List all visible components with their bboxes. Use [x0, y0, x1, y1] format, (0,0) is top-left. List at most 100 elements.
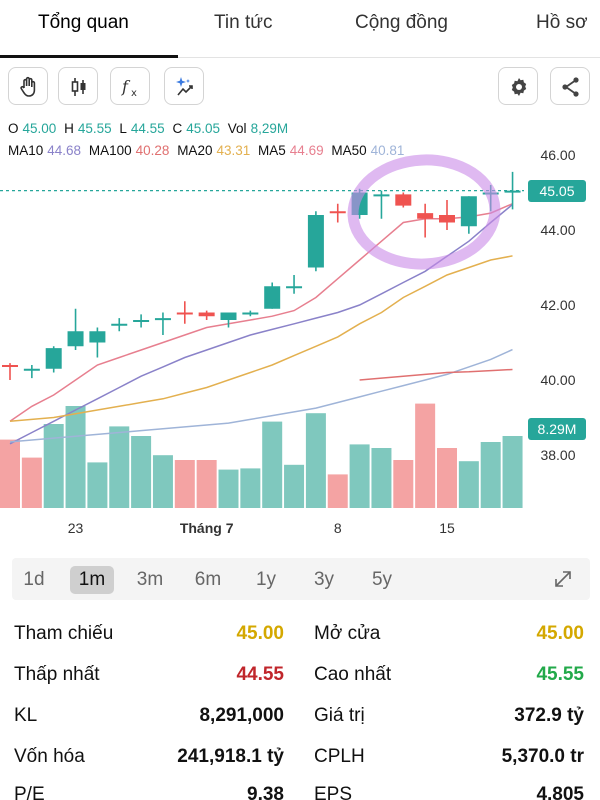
volume-bar	[327, 474, 348, 508]
volume-stat-value: 8,291,000	[199, 705, 284, 726]
ma100-label: MA100	[88, 143, 132, 158]
ma20-value: 43.31	[216, 143, 251, 158]
trade-value-label: Giá trị	[314, 705, 365, 726]
y-tick-label: 42.00	[540, 297, 575, 313]
shares-outstanding-label: CPLH	[314, 746, 365, 767]
ma10-label: MA10	[8, 143, 44, 158]
range-1d[interactable]: 1d	[23, 569, 45, 590]
svg-text:x: x	[131, 88, 137, 99]
volume-bar	[480, 442, 501, 508]
expand-icon[interactable]	[552, 568, 574, 590]
shares-outstanding-value: 5,370.0 tr	[501, 746, 584, 767]
ai-analysis-button[interactable]	[164, 67, 204, 105]
hand-icon	[20, 76, 36, 97]
tab-community[interactable]: Cộng đồng	[355, 12, 448, 33]
settings-button[interactable]	[498, 67, 538, 105]
y-tick-label: 44.00	[540, 222, 575, 238]
volume-bar	[196, 460, 217, 508]
candle-body	[329, 211, 346, 214]
volume-bar	[174, 460, 195, 508]
candlestick-icon	[71, 78, 86, 96]
x-axis-labels: 23 Tháng 7 8 15	[68, 520, 455, 536]
volume-bar	[218, 469, 239, 508]
volume-bar	[415, 403, 436, 508]
volume-badge-text: 8.29M	[538, 421, 577, 437]
volume-bar	[0, 439, 20, 508]
range-5y[interactable]: 5y	[371, 569, 393, 590]
volume-badge	[528, 418, 586, 440]
y-tick-label: 38.00	[540, 447, 575, 463]
low-label: L	[119, 121, 127, 136]
volume-bar	[393, 460, 414, 508]
ref-price-label: Tham chiếu	[14, 623, 114, 644]
low-price-value: 44.55	[236, 664, 284, 685]
eps-label: EPS	[314, 784, 353, 800]
candle-body	[2, 365, 18, 367]
candle-body	[133, 320, 150, 322]
ma50-label: MA50	[331, 143, 367, 158]
candle-body	[395, 194, 412, 206]
volume-bars	[0, 403, 523, 508]
candlestick-button[interactable]	[58, 67, 98, 105]
open-price-label: Mở cửa	[314, 623, 381, 644]
candle-body	[220, 312, 237, 320]
candle-body	[264, 286, 281, 309]
price-chart[interactable]: 46.00 44.00 42.00 40.00 38.00 45.05 8.29M 23…	[0, 140, 600, 545]
share-icon	[562, 77, 579, 97]
low-value: 44.55	[130, 121, 165, 136]
volume-bar	[305, 413, 326, 508]
open-label: O	[8, 121, 19, 136]
volume-bar	[458, 461, 479, 508]
indicator-button[interactable]: f x	[110, 67, 150, 105]
close-label: C	[172, 121, 183, 136]
volume-bar	[240, 468, 261, 508]
candle-body	[67, 331, 84, 347]
volume-value: 8,29M	[250, 121, 289, 136]
moving-average-lines	[9, 203, 513, 445]
range-1y[interactable]: 1y	[255, 569, 277, 590]
candle-body	[307, 215, 324, 268]
x-tick-label: 8	[334, 520, 342, 536]
candle-body	[89, 331, 106, 343]
volume-bar	[109, 426, 130, 508]
open-value: 45.00	[22, 121, 57, 136]
candle-body	[460, 196, 477, 227]
range-6m[interactable]: 6m	[194, 569, 222, 590]
tab-bar: Tổng quan Tin tức Cộng đồng Hồ sơ	[0, 0, 600, 58]
ma10-value: 44.68	[47, 143, 82, 158]
range-3m[interactable]: 3m	[136, 569, 164, 590]
hand-tool-button[interactable]	[8, 67, 48, 105]
eps-value: 4,805	[536, 784, 584, 800]
x-tick-label: Tháng 7	[180, 520, 234, 536]
volume-bar	[21, 457, 42, 508]
highlight-circle	[347, 154, 501, 270]
tab-profile[interactable]: Hồ sơ	[536, 12, 588, 33]
volume-bar	[284, 464, 305, 508]
sparkle-chart-icon	[176, 77, 193, 96]
open-price-value: 45.00	[536, 623, 584, 644]
candle-body	[23, 368, 40, 371]
candle-body	[439, 215, 455, 223]
x-tick-label: 15	[439, 520, 455, 536]
tab-overview[interactable]: Tổng quan	[38, 12, 129, 33]
candle-body	[373, 194, 390, 197]
last-price-badge	[528, 180, 586, 202]
candle-body	[504, 190, 521, 193]
volume-bar	[502, 436, 523, 508]
trade-value-value: 372.9 tỷ	[514, 705, 584, 726]
high-label: H	[64, 121, 74, 136]
close-value: 45.05	[186, 121, 221, 136]
ma-line-ma50	[9, 348, 513, 443]
last-price-badge-text: 45.05	[539, 183, 574, 199]
candle-body	[286, 286, 303, 289]
volume-bar	[371, 448, 392, 508]
range-3y[interactable]: 3y	[313, 569, 335, 590]
volume-bar	[87, 462, 108, 508]
candle-body	[176, 312, 193, 315]
share-button[interactable]	[550, 67, 590, 105]
y-tick-label: 40.00	[540, 372, 575, 388]
candles	[2, 171, 521, 380]
range-1m[interactable]: 1m	[70, 566, 114, 594]
ma50-value: 40.81	[370, 143, 405, 158]
tab-news[interactable]: Tin tức	[214, 12, 273, 33]
